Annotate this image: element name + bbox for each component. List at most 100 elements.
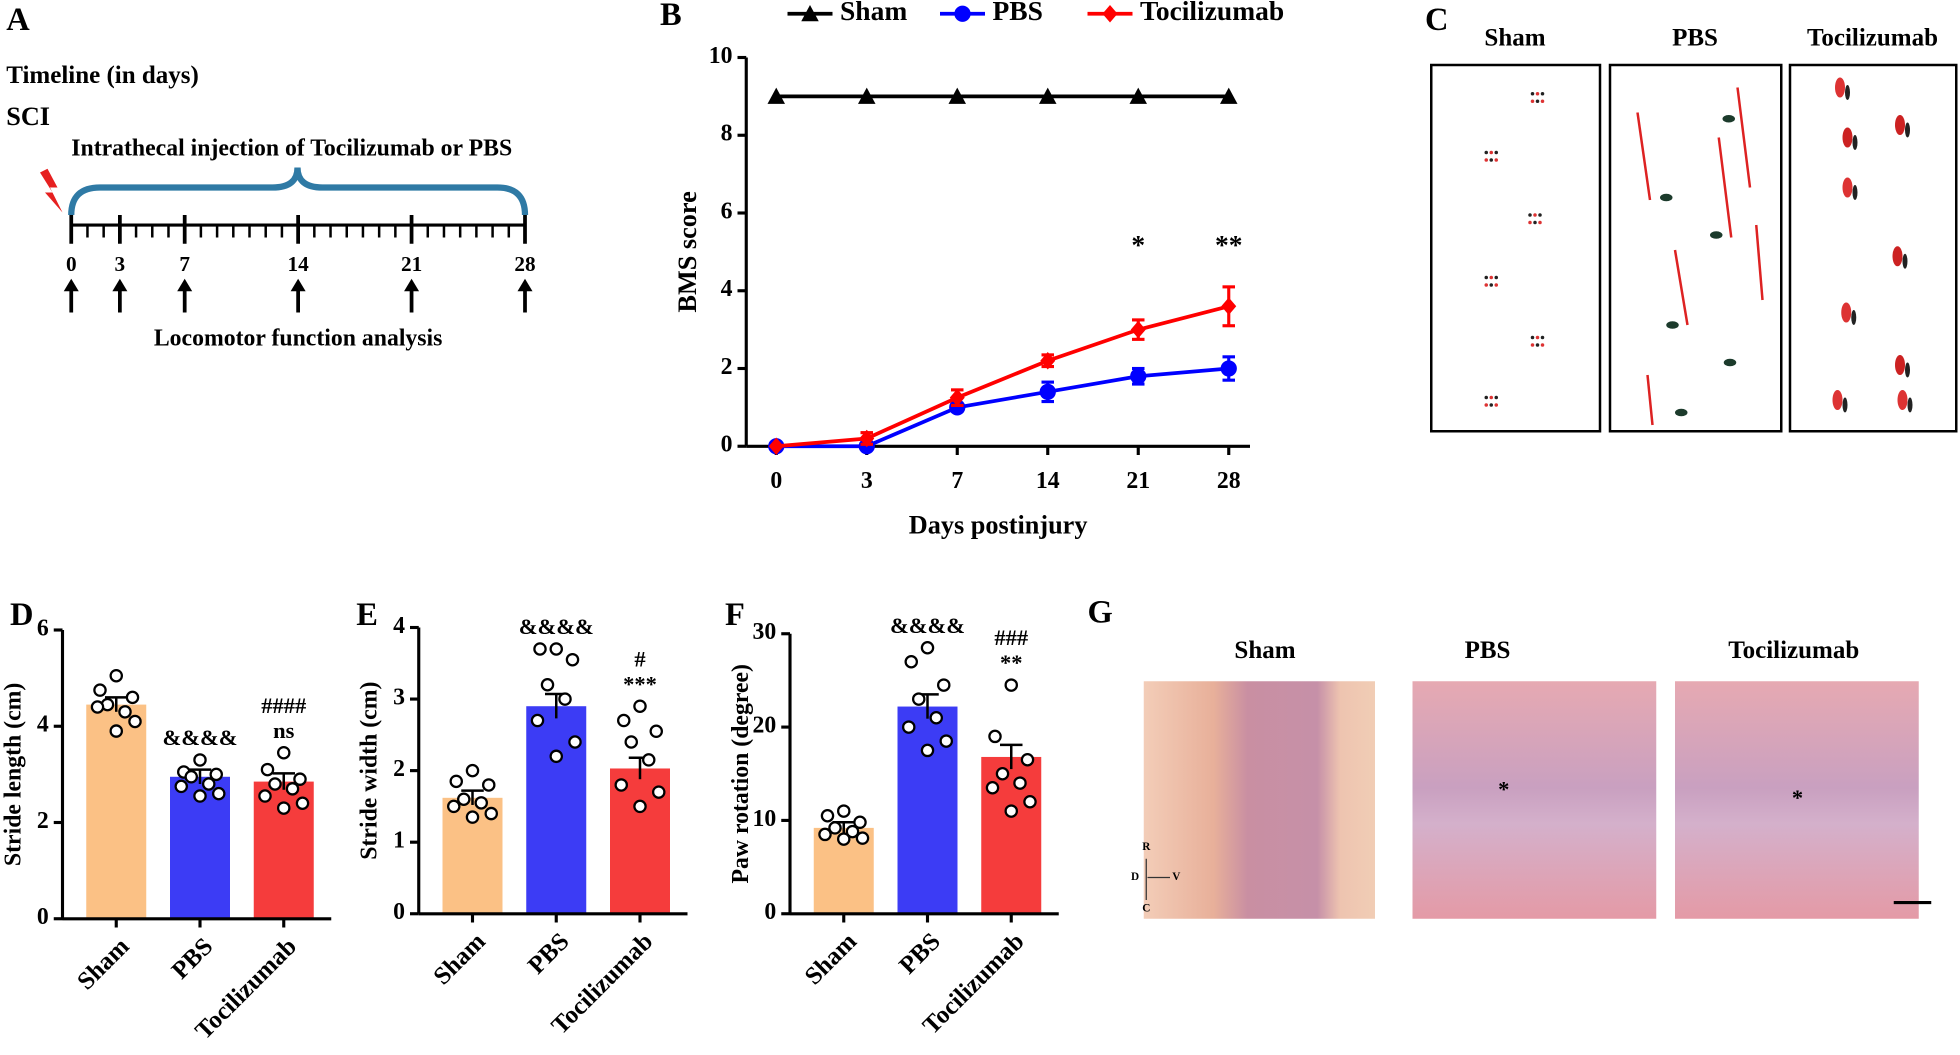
legend-label: Tocilizumab: [1140, 0, 1284, 26]
significance-label: ###: [994, 625, 1028, 650]
x-tick-label: Sham: [428, 928, 490, 990]
footprint: [1851, 310, 1857, 325]
footprint: [1895, 115, 1905, 135]
marker: [1130, 320, 1146, 339]
lesion-marker: *: [1498, 776, 1509, 801]
data-point: [624, 735, 638, 749]
footprint: [1540, 99, 1545, 103]
footprint: [1835, 77, 1845, 98]
injection-brace: [68, 167, 529, 216]
footprint-streak: [1646, 374, 1654, 426]
footprint: [1489, 150, 1493, 155]
footprint: [1852, 185, 1858, 200]
data-point: [920, 641, 935, 655]
bar: [981, 756, 1042, 914]
panel-label: C: [1425, 2, 1448, 38]
timeline-tick-label: 0: [66, 252, 77, 276]
y-axis-title: Stride width (cm): [357, 682, 383, 860]
marker: [858, 87, 876, 104]
footprint: [1535, 92, 1540, 96]
data-point: [447, 799, 461, 814]
y-tick-label: 0: [764, 899, 776, 925]
data-point: [939, 734, 953, 748]
footprint: [1845, 85, 1850, 100]
footprint: [1540, 92, 1545, 96]
footprint: [1841, 302, 1852, 323]
footprint: [1535, 335, 1540, 340]
footprint: [1842, 177, 1853, 198]
y-tick-label: 0: [393, 899, 405, 925]
significance-label: ***: [623, 671, 657, 696]
data-point: [530, 713, 545, 728]
data-point: [277, 745, 291, 760]
data-point: [995, 767, 1010, 781]
panel-label: B: [660, 0, 682, 33]
x-tick-label: Sham: [72, 933, 134, 995]
data-point: [912, 692, 926, 706]
significance-label: &&&&: [163, 725, 238, 750]
y-tick-label: 10: [709, 43, 733, 69]
data-point: [174, 779, 188, 794]
legend-marker: [1102, 5, 1118, 23]
marker: [859, 429, 875, 448]
data-point: [193, 753, 207, 767]
data-point: [853, 815, 867, 830]
y-tick-label: 4: [37, 712, 49, 738]
footprint: [1666, 321, 1679, 329]
footprint: [1842, 397, 1848, 413]
data-point: [540, 677, 555, 692]
histology-images: * *: [1143, 681, 1932, 919]
orientation-label: R: [1142, 841, 1151, 853]
analysis-arrow-head: [112, 278, 128, 292]
footprint: [1494, 403, 1498, 407]
footprint: [1897, 390, 1908, 410]
footprint: [1484, 275, 1488, 280]
data-point: [212, 786, 226, 801]
marker: [1221, 297, 1237, 316]
timeline-tick-label: 21: [401, 252, 422, 276]
footprint: [1489, 283, 1493, 287]
footprint: [1533, 220, 1537, 225]
analysis-arrow-head: [517, 278, 533, 292]
footprint: [1535, 99, 1540, 103]
data-point: [277, 801, 291, 815]
panel-label: G: [1088, 594, 1113, 630]
data-point: [482, 778, 496, 792]
histology-image: [1143, 681, 1375, 919]
significance-label: #: [634, 646, 645, 671]
analysis-arrow-head: [404, 278, 420, 292]
footprint: [1660, 193, 1673, 202]
marker: [1130, 368, 1147, 385]
footprint-streak: [1636, 112, 1652, 201]
data-point: [125, 690, 140, 705]
marker: [1039, 383, 1056, 400]
data-point: [209, 767, 223, 782]
footprint-streak: [1755, 224, 1764, 301]
panel-label: F: [725, 597, 745, 633]
data-line: [776, 304, 1230, 449]
data-line: [776, 366, 1229, 449]
marker: [1039, 87, 1057, 104]
footprint-box: [1788, 63, 1958, 433]
x-tick-label: Sham: [800, 928, 862, 990]
y-tick-label: 2: [37, 808, 49, 834]
analysis-arrow-head: [63, 278, 79, 292]
data-point: [929, 711, 943, 725]
data-point: [465, 810, 480, 824]
footprint: [1535, 343, 1540, 347]
y-tick-label: 2: [393, 756, 405, 782]
footprint: [1484, 395, 1488, 400]
footprint: [1892, 246, 1903, 267]
footprint: [1530, 343, 1535, 347]
marker: [1040, 351, 1056, 370]
footprint: [1528, 213, 1532, 217]
data-point: [258, 789, 272, 803]
footprint: [1675, 408, 1688, 417]
footprint-streak: [1717, 137, 1733, 238]
x-tick-label: 14: [1036, 468, 1060, 494]
marker: [767, 87, 785, 104]
footprint: [1852, 135, 1858, 150]
footprint: [1528, 220, 1532, 225]
